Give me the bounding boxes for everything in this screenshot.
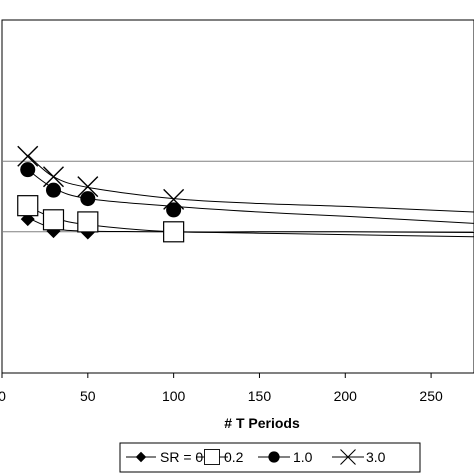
x-axis-ticks: 0 50 100 150 200 250: [0, 373, 443, 404]
series-2-point-3: [166, 202, 182, 218]
series-1-point-3: [163, 221, 185, 243]
series-2-point-1: [45, 182, 61, 198]
series-2-point-0: [20, 162, 36, 178]
x-tick-label-2: 100: [162, 388, 186, 404]
legend-label-0: SR = 0: [160, 449, 203, 465]
series-1-point-0: [17, 195, 39, 217]
series-1-point-2: [77, 211, 99, 233]
series-line-3: [27, 154, 474, 213]
series-1-point-1: [42, 209, 65, 231]
series-3-point-1: [42, 166, 64, 188]
legend-label-1: 0.2: [224, 449, 244, 465]
legend: SR = 0 0.2 1.0 3.0: [119, 442, 421, 473]
series-2-point-2: [80, 191, 96, 207]
series-markers: [17, 145, 185, 243]
legend-marker-1: [204, 449, 220, 465]
x-tick-label-1: 50: [80, 388, 96, 404]
plot-frame: [1, 19, 474, 374]
legend-marker-3: [340, 449, 356, 465]
x-tick-label-5: 250: [419, 388, 443, 404]
x-tick-label-0: 0: [0, 388, 6, 404]
x-tick-label-4: 200: [334, 388, 358, 404]
legend-marker-2: [268, 451, 280, 463]
plot-area: [1, 19, 474, 374]
series-3-point-2: [77, 176, 99, 198]
series-3-point-0: [17, 145, 39, 167]
legend-label-2: 1.0: [293, 449, 313, 465]
series-3-point-3: [163, 188, 185, 210]
legend-marker-0: [135, 451, 147, 463]
x-axis-title: # T Periods: [224, 415, 300, 431]
legend-label-3: 3.0: [366, 449, 386, 465]
x-tick-label-3: 150: [248, 388, 272, 404]
